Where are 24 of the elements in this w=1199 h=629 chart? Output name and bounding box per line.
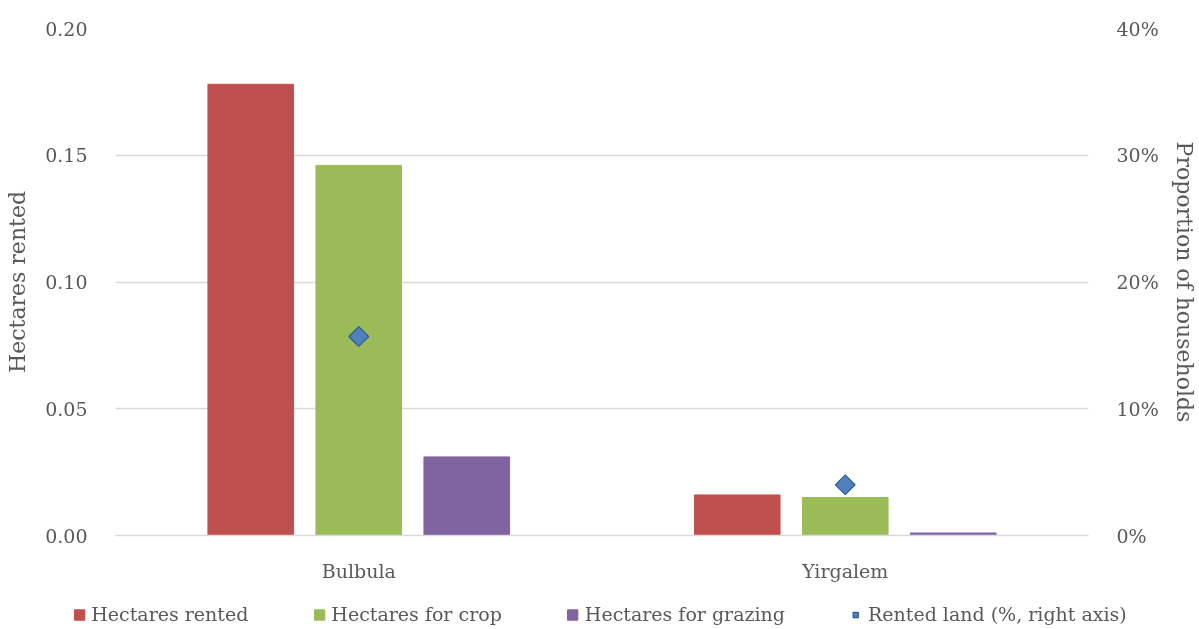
y2-tick-label: 30% <box>1116 144 1159 167</box>
x-tick-label: Yirgalem <box>801 559 889 582</box>
y-tick-label: 0.20 <box>45 17 88 40</box>
y2-axis-title: Proportion of households <box>1171 141 1197 423</box>
y2-tick-label: 20% <box>1116 271 1159 293</box>
legend-label: Rented land (%, right axis) <box>868 603 1127 625</box>
bar <box>207 83 295 536</box>
bar <box>693 494 781 536</box>
x-tick-label: Bulbula <box>321 559 396 582</box>
legend-label: Hectares for grazing <box>584 603 785 625</box>
y-axis-title: Hectares rented <box>5 191 31 373</box>
y-tick-label: 0.00 <box>45 524 88 547</box>
legend-label: Hectares rented <box>91 603 249 625</box>
legend-label: Hectares for crop <box>331 603 502 625</box>
bar <box>801 496 889 536</box>
y-tick-label: 0.10 <box>45 271 88 293</box>
y2-tick-label: 0% <box>1116 524 1147 547</box>
bar <box>315 164 403 536</box>
y2-tick-label: 40% <box>1116 17 1159 40</box>
y2-tick-label: 10% <box>1116 397 1159 420</box>
bar <box>909 532 997 536</box>
bar <box>423 456 511 536</box>
y-tick-label: 0.15 <box>45 144 88 167</box>
y-tick-label: 0.05 <box>45 397 88 420</box>
